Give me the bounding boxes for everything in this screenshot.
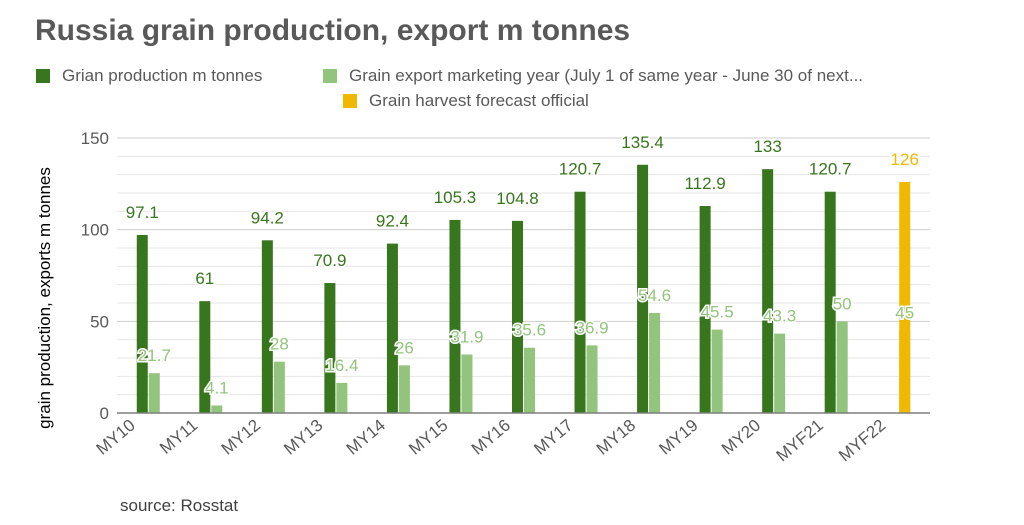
y-tick-label: 100 xyxy=(81,221,109,240)
bar xyxy=(211,405,223,413)
chart-title: Russia grain production, export m tonnes xyxy=(35,14,631,47)
data-label: 133 xyxy=(753,137,781,156)
data-label: 45.5 xyxy=(701,303,734,322)
bar xyxy=(461,354,473,413)
data-label: 54.6 xyxy=(638,286,671,305)
bar xyxy=(524,347,535,413)
y-tick-label: 0 xyxy=(100,404,109,423)
x-tick-label: MY15 xyxy=(405,416,451,459)
legend-item-export: Grain export marketing year (July 1 of s… xyxy=(323,66,863,86)
bar xyxy=(836,321,848,413)
y-tick-label: 150 xyxy=(81,129,109,148)
x-tick-label: MY19 xyxy=(655,416,701,459)
bar xyxy=(512,220,523,413)
legend-item-production: Grian production m tonnes xyxy=(36,66,262,86)
bar xyxy=(336,382,348,413)
bar xyxy=(449,219,461,413)
data-label: 94.2 xyxy=(251,208,284,227)
x-tick-label: MYF21 xyxy=(773,416,827,466)
bar xyxy=(386,243,398,413)
data-label: 16.4 xyxy=(325,356,358,375)
grid-lines xyxy=(117,137,930,414)
bar xyxy=(324,283,336,413)
bar xyxy=(273,361,285,413)
x-tick-label: MY18 xyxy=(593,416,639,459)
bar xyxy=(711,329,723,413)
legend-swatch-forecast xyxy=(343,94,357,108)
bar xyxy=(261,240,273,413)
x-tick-label: MY11 xyxy=(156,416,201,458)
data-label: 104.8 xyxy=(496,189,539,208)
bar xyxy=(762,169,774,413)
x-tick-label: MY20 xyxy=(718,416,764,459)
x-tick-label: MY14 xyxy=(343,416,389,459)
bar xyxy=(637,164,649,413)
legend-label-export: Grain export marketing year (July 1 of s… xyxy=(349,66,864,85)
legend-label-forecast: Grain harvest forecast official xyxy=(369,91,589,110)
x-tick-label: MY17 xyxy=(530,416,576,459)
data-label: 135.4 xyxy=(621,133,664,152)
bar xyxy=(148,373,160,413)
bar xyxy=(774,333,786,413)
bar xyxy=(824,191,836,413)
bar xyxy=(574,191,586,413)
data-label: 45 xyxy=(895,304,914,323)
source-note: source: Rosstat xyxy=(120,496,239,515)
bar xyxy=(899,182,911,413)
data-label: 112.9 xyxy=(684,174,725,193)
bar xyxy=(586,345,598,413)
data-label: 26 xyxy=(395,338,414,357)
data-label: 36.9 xyxy=(575,318,608,337)
x-tick-label: MY13 xyxy=(280,416,326,459)
bars xyxy=(136,164,911,413)
legend-item-forecast: Grain harvest forecast official xyxy=(343,91,589,111)
bar xyxy=(398,365,410,413)
data-label: 120.7 xyxy=(559,160,602,179)
data-label: 31.9 xyxy=(450,328,483,347)
data-label: 92.4 xyxy=(376,212,409,231)
legend-label-production: Grian production m tonnes xyxy=(62,66,263,85)
bar xyxy=(199,301,211,413)
data-label: 97.1 xyxy=(126,203,159,222)
bar xyxy=(136,234,148,413)
data-label: 120.7 xyxy=(809,160,852,179)
x-tick-label: MYF22 xyxy=(835,416,889,466)
data-label: 126 xyxy=(891,150,919,169)
legend-swatch-export xyxy=(323,69,337,83)
data-label: 105.3 xyxy=(434,188,477,207)
data-label: 50 xyxy=(833,294,852,313)
bar xyxy=(649,312,661,413)
data-label: 28 xyxy=(270,335,289,354)
data-labels: 97.1 21.7 61 4.1 94.2 28 70.9 16.4 92.4 26 105.3 31… xyxy=(124,131,920,399)
x-tick-label: MY12 xyxy=(218,416,264,459)
x-tick-label: MY16 xyxy=(468,416,514,459)
legend-swatch-production xyxy=(36,69,50,83)
data-label: 21.7 xyxy=(138,346,171,365)
y-axis-label: grain production, exports m tonnes xyxy=(35,167,54,429)
bar xyxy=(699,206,711,413)
y-tick-label: 50 xyxy=(90,312,109,331)
data-label: 4.1 xyxy=(205,378,229,397)
data-label: 61 xyxy=(195,269,214,288)
data-label: 70.9 xyxy=(313,251,346,270)
data-label: 43.3 xyxy=(763,307,796,326)
data-label: 35.6 xyxy=(513,321,546,340)
